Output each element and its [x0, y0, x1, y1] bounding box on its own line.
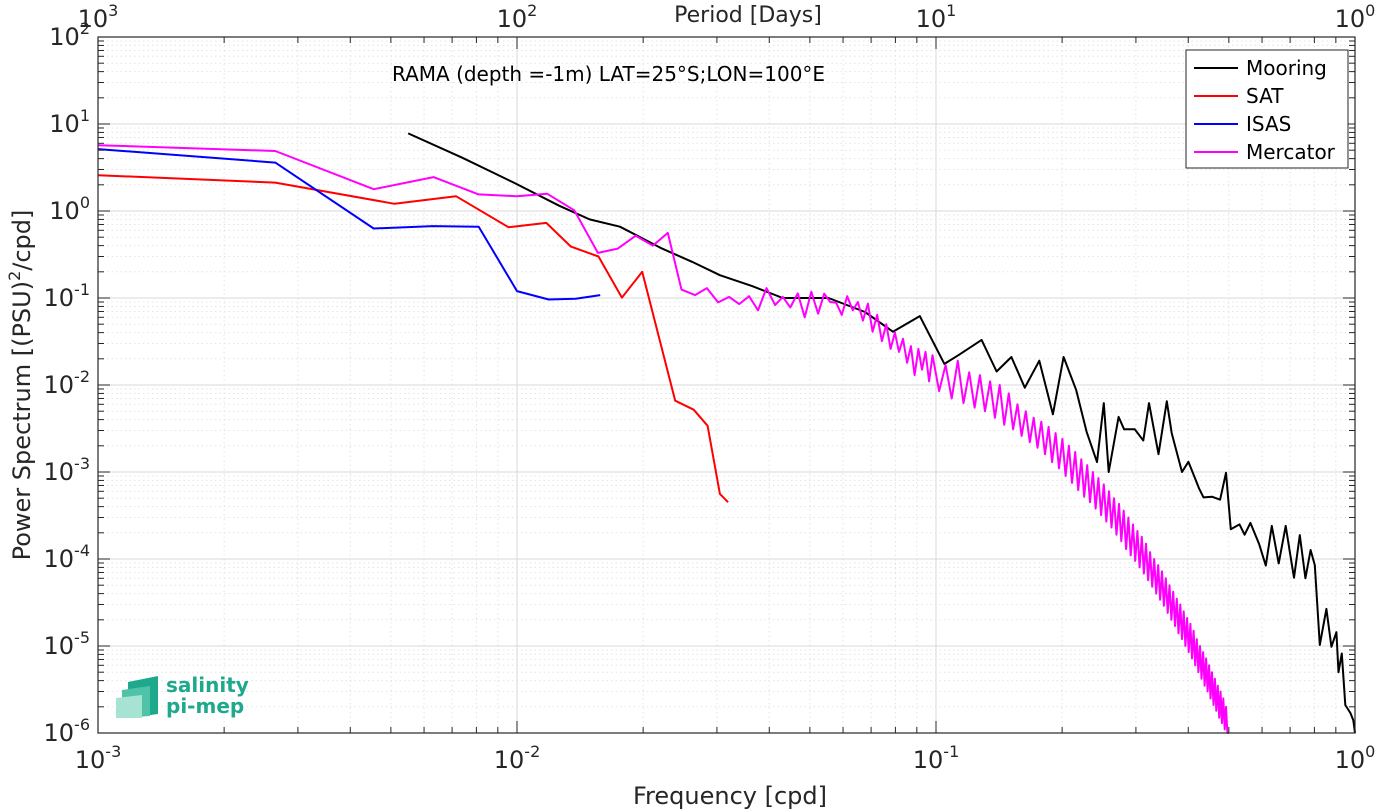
top-x-axis-label: Period [Days] — [674, 3, 822, 28]
legend-label-mooring: Mooring — [1246, 56, 1327, 80]
major-grid — [97, 36, 1356, 734]
x-tick-label: 10-2 — [494, 742, 541, 774]
series-line-mercator — [97, 144, 1229, 734]
legend: Mooring SAT ISAS Mercator — [1185, 49, 1349, 169]
top-x-tick-label: 101 — [916, 1, 957, 33]
x-axis-label: Frequency [cpd] — [633, 782, 827, 809]
y-tick-label: 10-6 — [44, 715, 91, 747]
logo-text-line2: pi-mep — [166, 694, 244, 718]
x-tick-label: 10-1 — [913, 742, 960, 774]
y-tick-label: 100 — [49, 193, 90, 225]
series-line-isas — [97, 148, 601, 301]
y-tick-label: 101 — [49, 106, 90, 138]
y-tick-label: 10-4 — [44, 541, 91, 573]
y-tick-label: 10-2 — [44, 367, 91, 399]
y-axis-label-end: /cpd] — [8, 210, 36, 271]
series-layer — [97, 132, 1356, 734]
y-axis-label: Power Spectrum [(PSU)2/cpd] — [5, 210, 36, 561]
y-axis-label-main: Power Spectrum [(PSU) — [8, 281, 36, 560]
y-tick-label: 102 — [49, 19, 90, 51]
y-tick-label: 10-1 — [44, 280, 91, 312]
salinity-pi-mep-logo: salinity pi-mep — [116, 673, 249, 718]
chart-title: RAMA (depth =-1m) LAT=25°S;LON=100°E — [392, 62, 825, 86]
logo-wave-front — [116, 695, 142, 718]
x-tick-label: 10-3 — [75, 742, 122, 774]
top-x-tick-label: 103 — [78, 1, 119, 33]
top-x-tick-label: 100 — [1335, 1, 1376, 33]
series-line-mooring — [407, 132, 1356, 734]
series-line-sat — [97, 174, 729, 503]
top-x-tick-label: 102 — [497, 1, 538, 33]
legend-box — [1185, 49, 1349, 169]
y-axis-label-sup: 2 — [5, 271, 24, 281]
legend-label-sat: SAT — [1246, 84, 1284, 108]
logo-text-line1: salinity — [166, 673, 249, 697]
y-tick-label: 10-3 — [44, 454, 91, 486]
legend-label-mercator: Mercator — [1246, 140, 1336, 164]
y-tick-label: 10-5 — [44, 628, 91, 660]
legend-label-isas: ISAS — [1246, 112, 1291, 136]
x-tick-label: 100 — [1335, 742, 1376, 774]
ticks-layer — [97, 36, 1356, 734]
